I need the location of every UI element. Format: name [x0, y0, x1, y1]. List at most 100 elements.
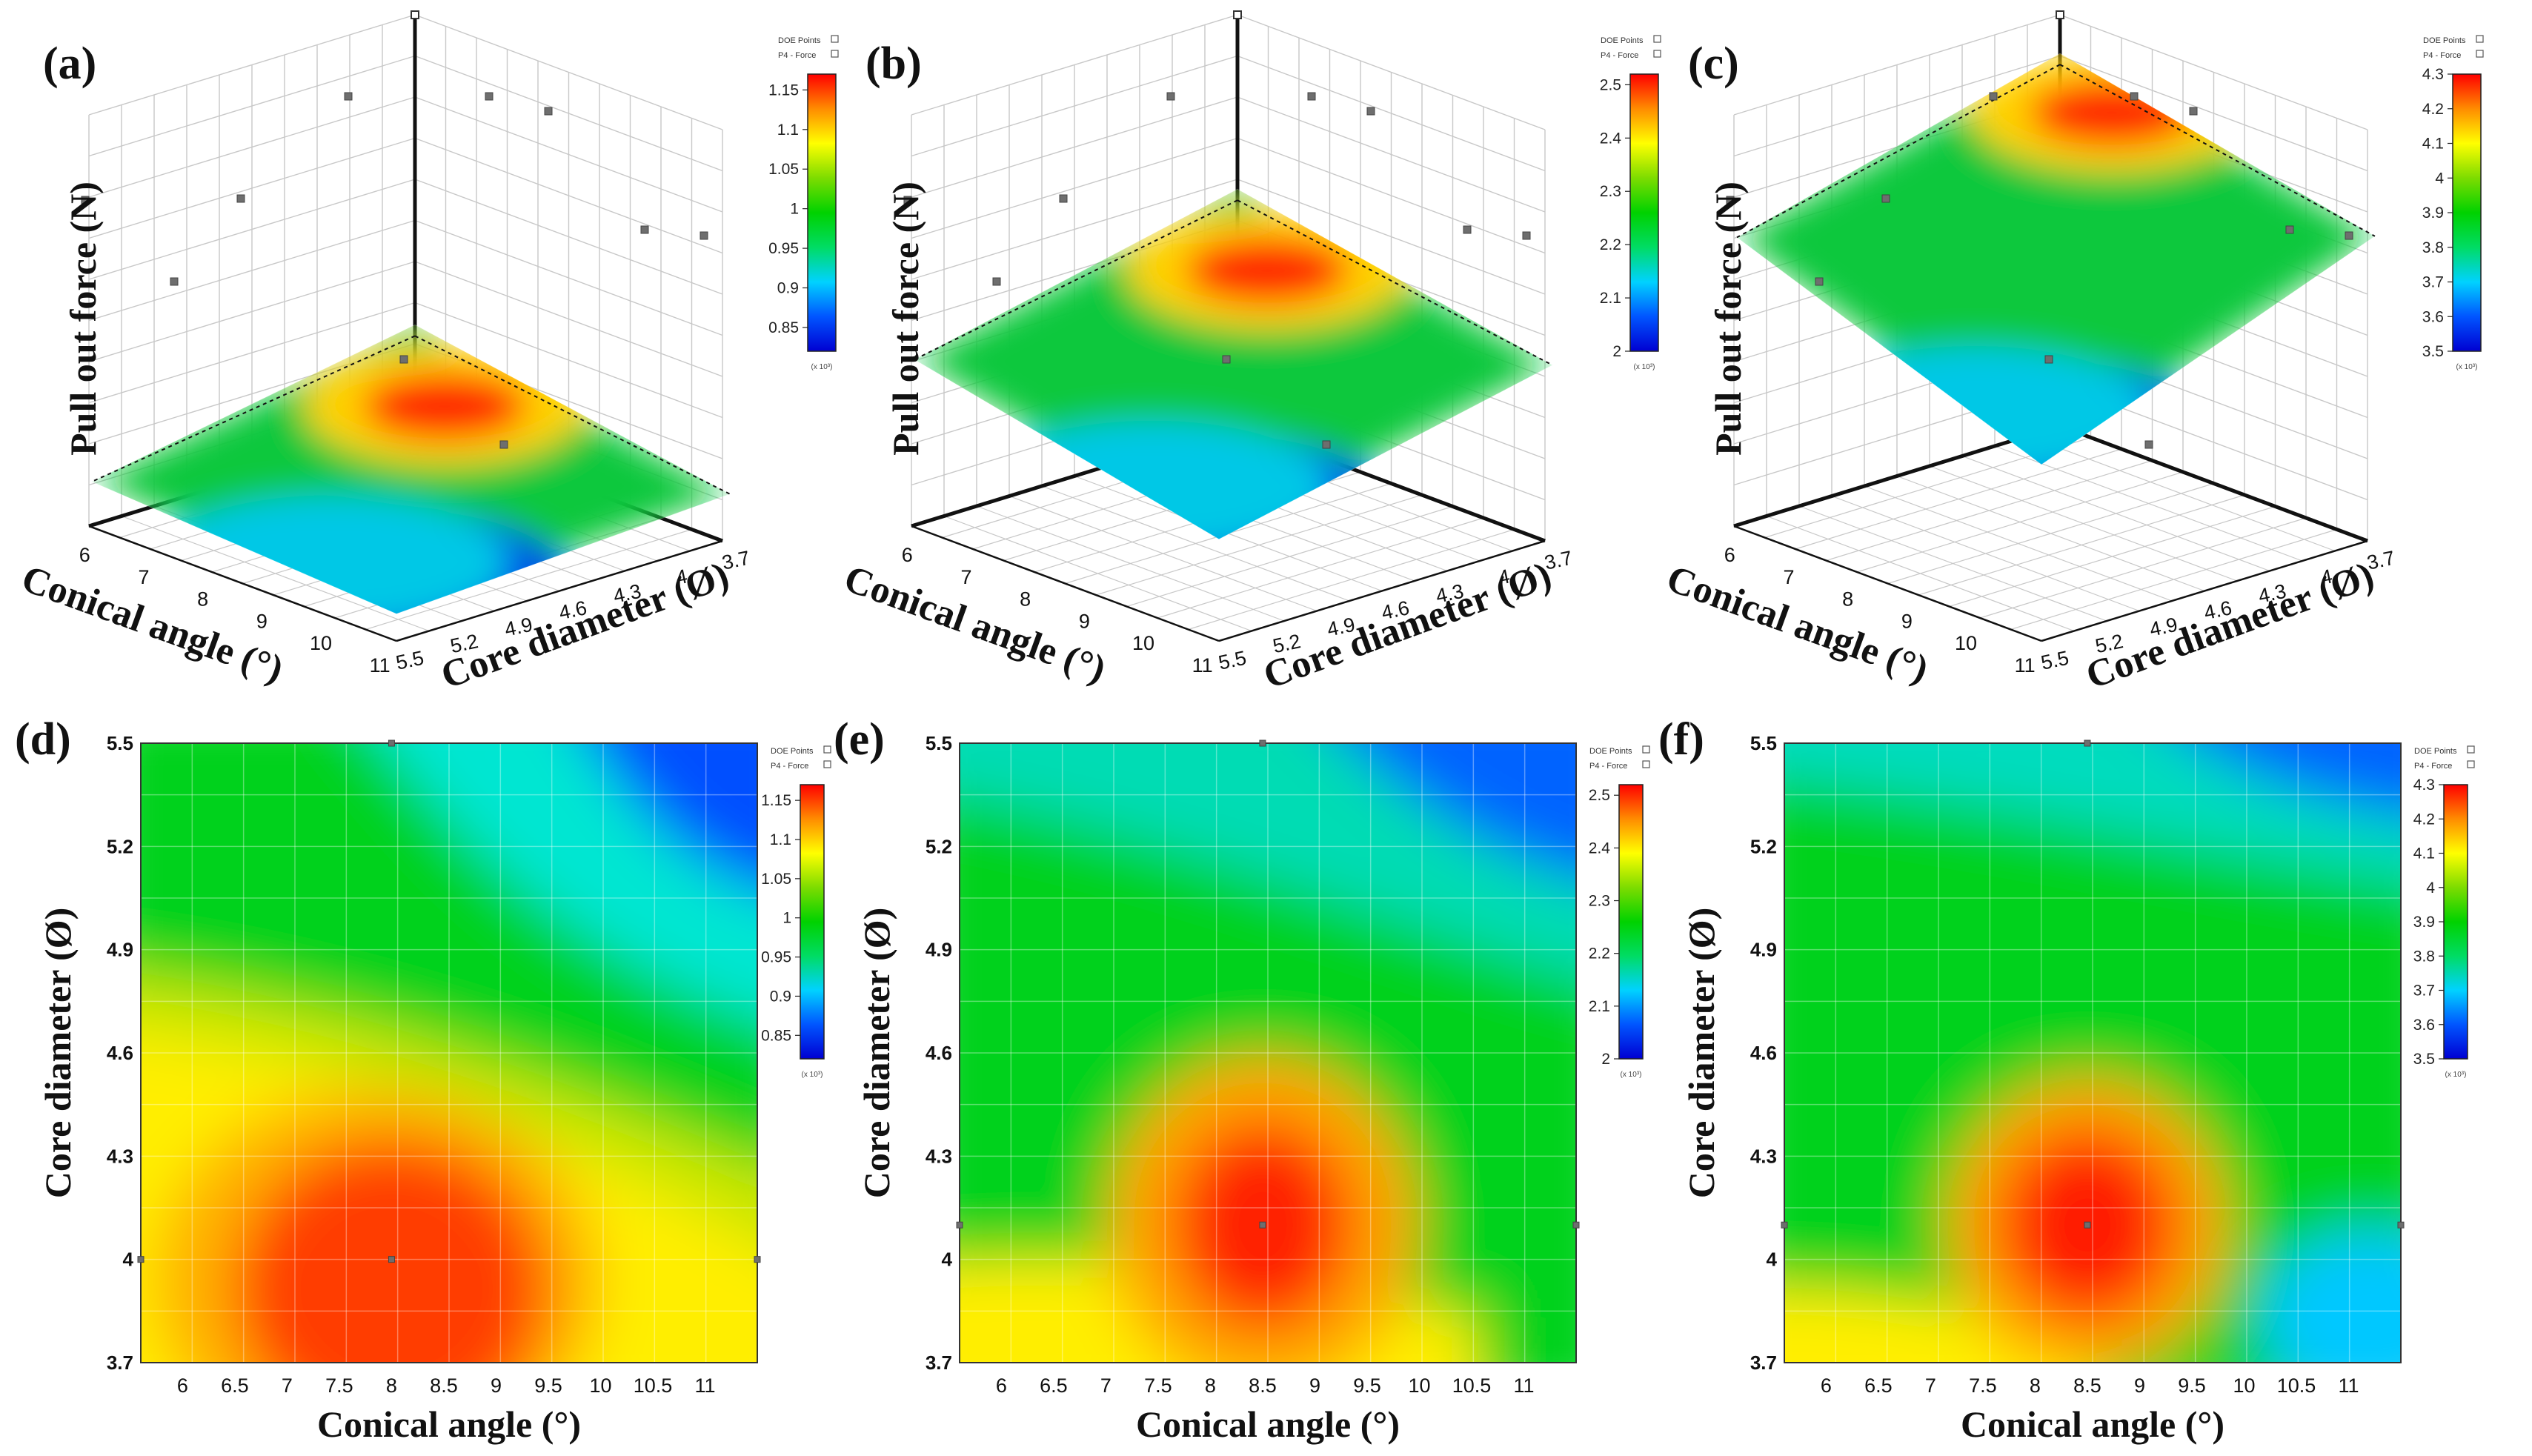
grid-line [1831, 495, 2140, 612]
y-tick-label: 4.6 [1750, 1042, 1777, 1064]
panel-label: (a) [43, 39, 96, 89]
grid-line [2059, 14, 2368, 130]
x-tick-label: 8 [386, 1374, 397, 1397]
colorbar-multiplier: (x 10³) [1621, 1071, 1642, 1079]
grid-line [1237, 96, 1546, 213]
colorbar-tick-label: 3.8 [2422, 239, 2444, 256]
doe-point [2130, 92, 2139, 101]
surface-cyan [1797, 345, 2153, 465]
legend-series-label: P4 - Force [771, 762, 808, 771]
doe-point [544, 107, 553, 116]
grid-line [1237, 14, 1546, 130]
colorbar-tick-label: 0.9 [770, 988, 791, 1005]
doe-point [81, 196, 90, 205]
panel-label: (d) [15, 714, 71, 765]
colorbar-tick-label: 2 [1601, 1051, 1610, 1068]
x-tick-label: 8.5 [430, 1374, 458, 1397]
grid-line [1918, 494, 2245, 596]
y-tick-label: 5.5 [107, 732, 133, 754]
y-axis-front-line [1218, 539, 1546, 642]
surface-red [363, 373, 526, 440]
legend-series-marker [823, 760, 831, 768]
legend-doe-label: DOE Points [778, 36, 821, 45]
dashed-axis [2059, 64, 2376, 237]
surface-red [2030, 79, 2193, 147]
colorbar-tick-label: 1 [782, 910, 791, 927]
surface-cyan [974, 420, 1330, 539]
colorbar-tick-label: 4.1 [2413, 845, 2435, 862]
y-tick-label: 5.5 [394, 647, 426, 674]
grid-line [911, 96, 1238, 198]
heatmap-grid [141, 743, 757, 1363]
legend-doe-marker [2467, 745, 2475, 754]
colorbar-tick-label: 0.85 [768, 319, 799, 336]
axis-top-marker [2056, 10, 2064, 19]
y-axis-back-line [2059, 424, 2368, 543]
doe-point [640, 225, 649, 234]
x-tick-label: 9 [1901, 610, 1913, 632]
colorbar-multiplier: (x 10³) [1634, 363, 1655, 371]
colorbar-tick-label: 3.9 [2422, 205, 2444, 222]
y-tick-label: 5.2 [926, 835, 952, 857]
legend-series-marker [2476, 50, 2484, 58]
z-axis-label: Pull out force (N) [885, 182, 926, 456]
x-tick-label: 7 [282, 1374, 293, 1397]
doe-point [754, 1256, 761, 1263]
grid-line [976, 505, 1285, 622]
x-tick-label: 7 [960, 566, 971, 588]
region-teal [960, 743, 1576, 980]
heatmap-field [1784, 743, 2401, 1363]
colorbar-tick-label: 3.6 [2422, 308, 2444, 325]
x-tick-label: 11 [1192, 654, 1213, 677]
colorbar-tick-label: 1.1 [777, 122, 799, 139]
x-tick-label: 6 [996, 1374, 1007, 1397]
surface [914, 189, 1552, 539]
y-tick-label: 4.3 [1750, 1145, 1777, 1167]
y-tick-label: 5.5 [2039, 647, 2071, 674]
grid-line [414, 137, 723, 254]
z-axis-label: Pull out force (N) [62, 182, 104, 456]
colorbar-tick-label: 3.6 [2413, 1017, 2435, 1034]
x-tick-label: 6.5 [1864, 1374, 1893, 1397]
grid-line [911, 137, 1238, 239]
x-tick-label: 6 [902, 544, 913, 566]
x-axis-label: Conical angle (°) [839, 557, 1111, 691]
colorbar-tick-label: 0.95 [761, 949, 791, 966]
y-axis-label: Core diameter (Ø) [856, 908, 897, 1198]
colorbar-scale [1629, 73, 1659, 352]
x-tick-label: 7 [1100, 1374, 1112, 1397]
legend-doe-label: DOE Points [1589, 747, 1632, 756]
grid-line [1009, 495, 1317, 612]
doe-point [2345, 231, 2353, 240]
y-tick-label: 3.7 [1750, 1352, 1777, 1374]
doe-point [1781, 1221, 1788, 1229]
x-tick-label: 9.5 [534, 1374, 562, 1397]
heatmap-field [960, 743, 1576, 1363]
grid-line [365, 528, 692, 631]
colorbar-tick-label: 2.4 [1600, 130, 1622, 147]
y-tick-label: 4 [1496, 565, 1512, 588]
grid-line [414, 55, 723, 172]
doe-point [1059, 194, 1068, 203]
x-tick-label: 7 [138, 566, 149, 588]
grid-line [1949, 505, 2276, 608]
x-axis-label: Conical angle (°) [1136, 1403, 1400, 1445]
colorbar-tick-label: 2.5 [1589, 787, 1610, 804]
y-tick-label: 4.3 [107, 1145, 133, 1167]
x-axis-back-line [1733, 424, 2061, 528]
x-tick-label: 10 [1132, 632, 1154, 654]
x-axis-front-line [88, 525, 397, 642]
y-tick-label: 4.3 [926, 1145, 952, 1167]
grid-line [1979, 517, 2307, 619]
grid-line [1864, 485, 2173, 602]
grid-line [1188, 528, 1515, 631]
x-axis-front-line [911, 525, 1220, 642]
colorbar-scale [807, 73, 837, 352]
grid-line [911, 179, 1238, 280]
x-tick-label: 10 [1408, 1374, 1430, 1397]
colorbar-tick-label: 3.5 [2413, 1051, 2435, 1068]
colorbar-tick-label: 1.05 [761, 871, 791, 888]
y-tick-label: 4 [942, 1249, 953, 1271]
